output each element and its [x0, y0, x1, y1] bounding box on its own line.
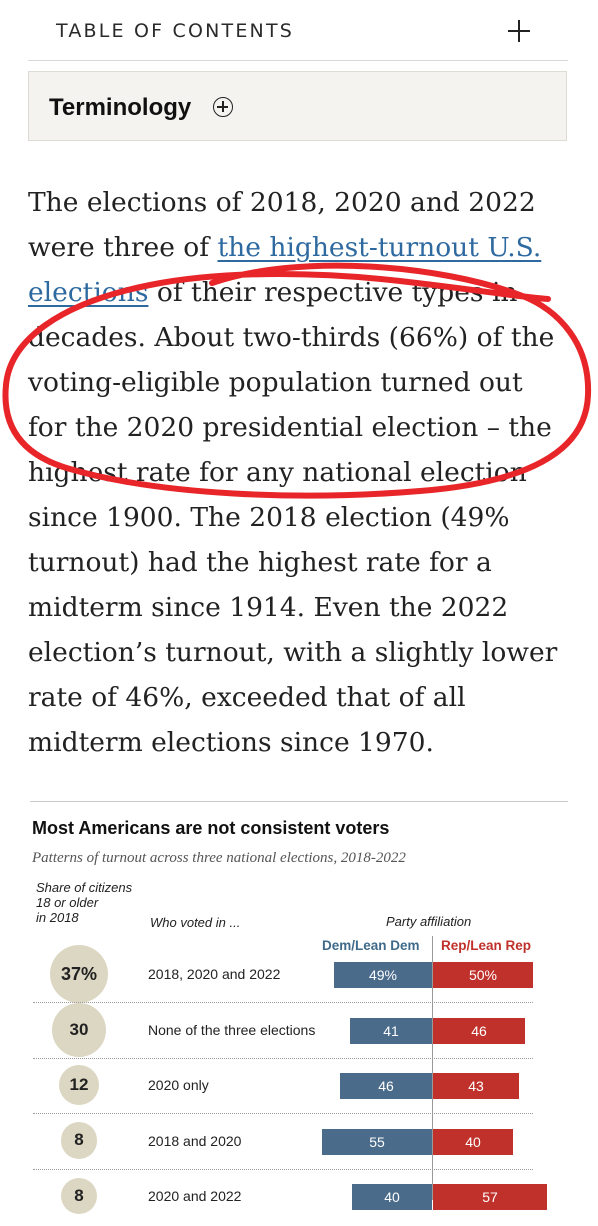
table-row: 12 2020 only 46 43 [0, 1059, 598, 1115]
rep-bar-label: 46 [471, 1022, 487, 1039]
paragraph-line: election’s turnout, with a slightly lowe… [28, 637, 558, 668]
dem-bar-label: 46 [378, 1078, 394, 1094]
table-row: 8 2020 and 2022 40 57 [0, 1170, 598, 1226]
row-separator [33, 1002, 533, 1003]
elections-link[interactable]: elections [28, 277, 149, 308]
paragraph-line: midterm since 1914. Even the 2022 [28, 592, 509, 623]
share-value: 8 [74, 1185, 84, 1205]
chart-subtitle: Patterns of turnout across three nationa… [32, 850, 406, 866]
chart-top-rule [30, 801, 568, 802]
share-value: 12 [69, 1074, 89, 1094]
share-bubble: 37% [50, 945, 108, 1003]
paragraph-line: rate of 46%, exceeded that of all [28, 682, 466, 713]
rep-bar: 43 [433, 1073, 519, 1099]
rep-bar-label: 40 [465, 1133, 481, 1150]
article-paragraph: The elections of 2018, 2020 and 2022 wer… [28, 180, 588, 765]
table-row: 8 2018 and 2020 55 40 [0, 1115, 598, 1171]
share-bubble: 12 [58, 1064, 100, 1106]
terminology-box[interactable]: Terminology [28, 71, 567, 141]
share-value: 30 [69, 1019, 89, 1039]
dem-bar-label: 55 [369, 1133, 385, 1150]
share-column-header: Share of citizens 18 or older in 2018 [36, 880, 132, 925]
rep-column-header: Rep/Lean Rep [441, 938, 532, 953]
share-bubble: 30 [51, 1002, 106, 1057]
chart-title: Most Americans are not consistent voters [32, 818, 390, 838]
paragraph-line: for the 2020 presidential election – the [28, 412, 552, 443]
share-bubble: 8 [60, 1122, 98, 1159]
paragraph-line: The elections of 2018, 2020 and 2022 [28, 187, 536, 218]
paragraph-line: decades. About two-thirds (66%) of the [28, 322, 555, 353]
rep-bar-label: 57 [482, 1189, 498, 1205]
dem-bar: 55 [322, 1128, 432, 1155]
circle-plus-icon[interactable] [213, 97, 233, 117]
rep-bar: 46 [433, 1017, 525, 1044]
share-header-line: Share of citizens [36, 880, 133, 895]
row-separator [33, 1057, 533, 1059]
who-voted-label: 2018 and 2020 [148, 1132, 242, 1149]
table-row: 37% 2018, 2020 and 2022 49% 50% [0, 945, 598, 1004]
dem-bar: 41 [350, 1017, 432, 1044]
dem-bar-label: 49% [368, 967, 398, 983]
rep-bar: 50% [433, 962, 533, 988]
paragraph-line: turnout) had the highest rate for a [28, 547, 492, 578]
rep-bar: 40 [433, 1128, 513, 1155]
table-row: 30 None of the three elections 41 46 [0, 1002, 598, 1060]
who-voted-label: 2020 only [148, 1077, 209, 1093]
who-voted-label: 2020 and 2022 [148, 1188, 242, 1204]
who-voted-label: 2018, 2020 and 2022 [148, 966, 281, 982]
dem-bar: 46 [340, 1073, 432, 1099]
rep-bar: 57 [433, 1184, 547, 1210]
who-voted-label: None of the three elections [148, 1021, 316, 1038]
paragraph-line: elections of their respective types in [28, 270, 588, 315]
row-separator [33, 1113, 533, 1114]
dem-column-header: Dem/Lean Dem [322, 938, 420, 953]
paragraph-line: highest rate for any national election [28, 457, 527, 488]
paragraph-text: of their respective types in [148, 277, 518, 308]
share-header-line: 18 or older [36, 895, 99, 910]
toc-label: TABLE OF CONTENTS [56, 20, 295, 42]
paragraph-line: voting-eligible population turned out [28, 367, 523, 398]
paragraph-line: midterm elections since 1970. [28, 727, 434, 758]
dem-bar: 49% [334, 962, 432, 988]
rep-bar-label: 43 [468, 1078, 484, 1094]
highest-turnout-link[interactable]: the highest-turnout U.S. [217, 232, 542, 263]
row-separator [33, 1168, 533, 1170]
party-divider-line [432, 936, 433, 1200]
rep-bar-label: 50% [468, 967, 498, 983]
table-of-contents-bar[interactable]: TABLE OF CONTENTS [28, 0, 568, 61]
who-voted-header: Who voted in ... [150, 915, 241, 930]
party-affiliation-header: Party affiliation [386, 914, 472, 929]
share-value: 8 [74, 1130, 84, 1150]
share-header-line: in 2018 [36, 910, 79, 925]
share-value: 37% [60, 964, 98, 984]
terminology-label: Terminology [49, 94, 192, 121]
dem-bar-label: 40 [384, 1189, 400, 1205]
paragraph-line: were three of the highest-turnout U.S. [28, 225, 588, 270]
paragraph-text: were three of [28, 232, 218, 263]
paragraph-line: since 1900. The 2018 election (49% [28, 502, 510, 533]
dem-bar: 40 [352, 1184, 432, 1210]
share-bubble: 8 [60, 1177, 98, 1215]
dem-bar-label: 41 [383, 1022, 399, 1039]
plus-icon[interactable] [508, 20, 530, 42]
